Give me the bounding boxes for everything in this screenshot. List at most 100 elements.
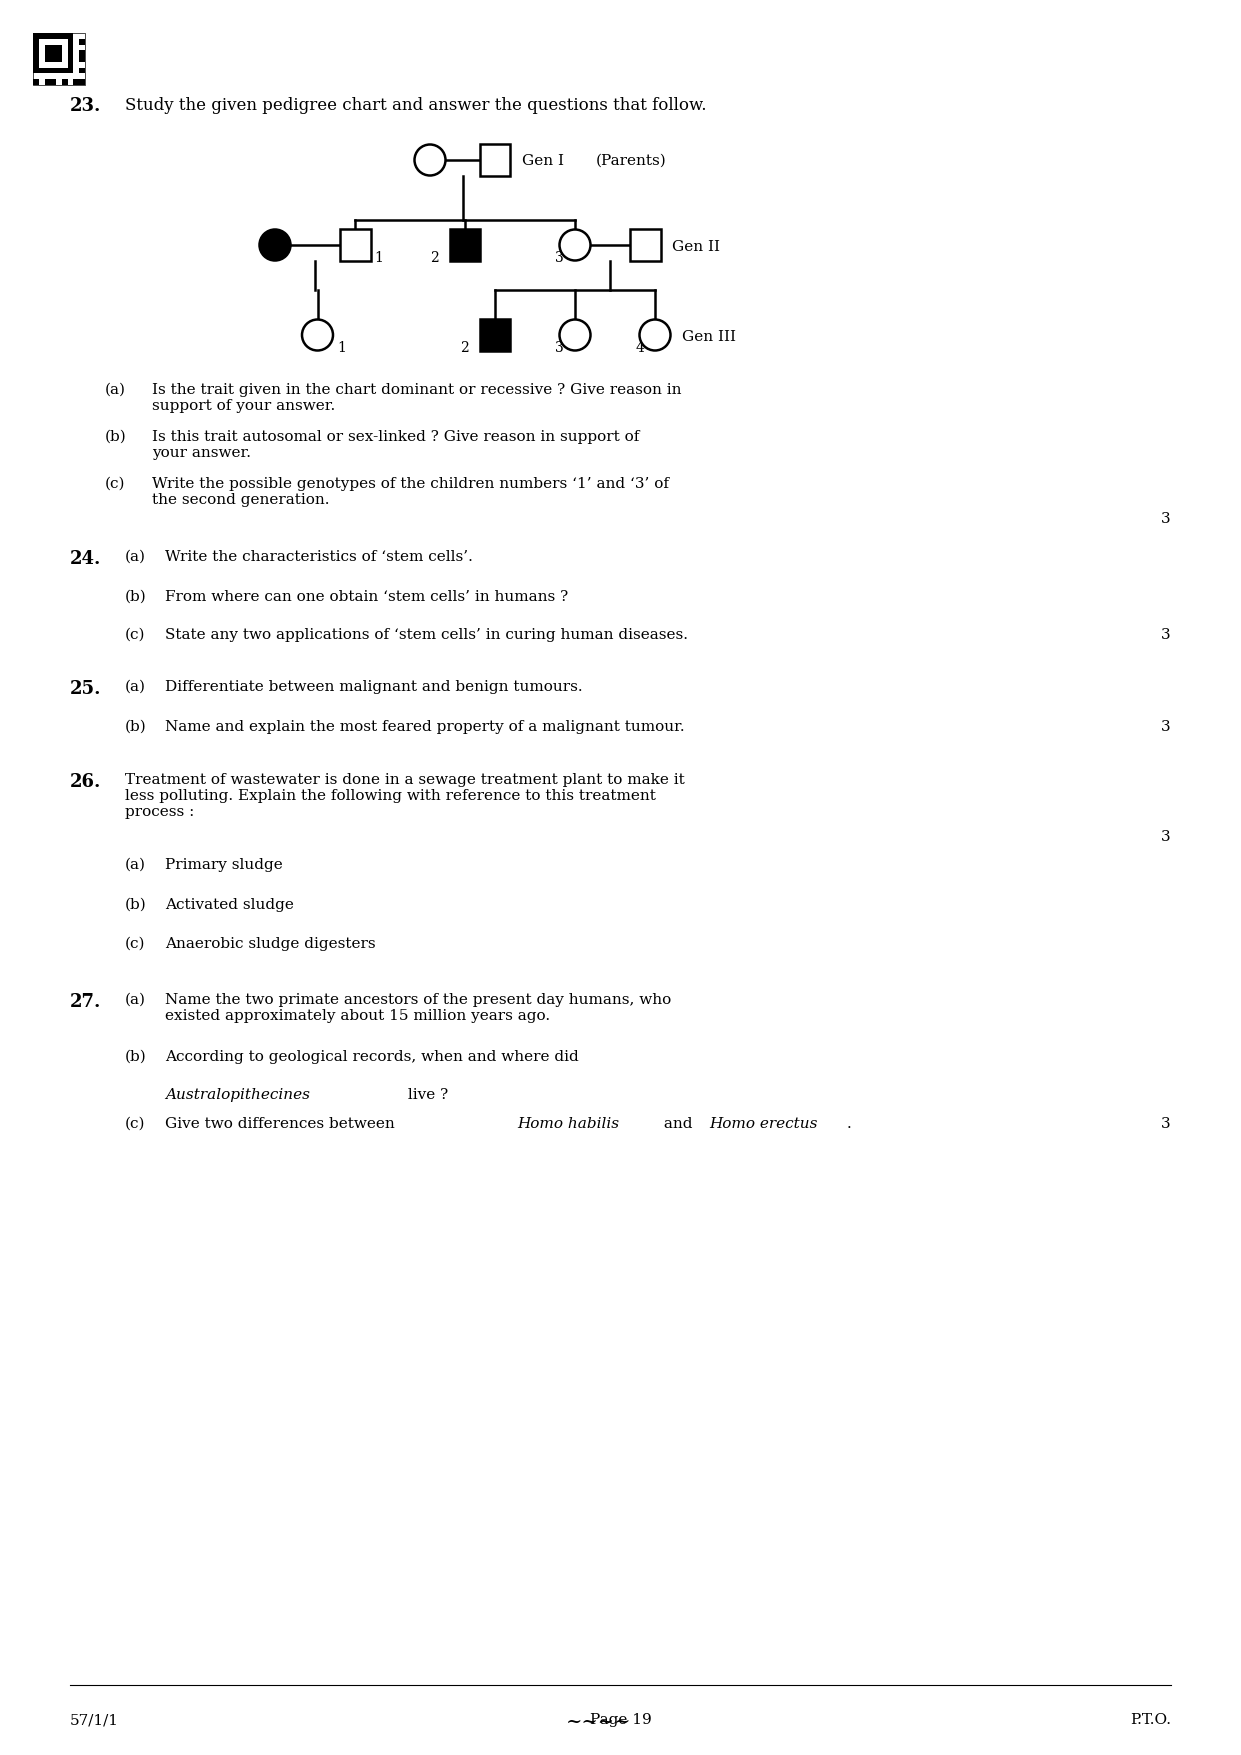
Text: Name and explain the most feared property of a malignant tumour.: Name and explain the most feared propert… <box>165 720 685 734</box>
Text: Activated sludge: Activated sludge <box>165 899 294 913</box>
Bar <box>34 79 38 84</box>
Text: (b): (b) <box>105 430 127 444</box>
Text: (c): (c) <box>125 937 145 951</box>
Bar <box>68 51 73 56</box>
Text: 4: 4 <box>635 340 644 355</box>
Bar <box>45 56 51 61</box>
Text: (b): (b) <box>125 590 146 604</box>
Text: (c): (c) <box>125 628 145 642</box>
Bar <box>62 79 68 84</box>
Text: (b): (b) <box>125 899 146 913</box>
Bar <box>79 56 84 61</box>
Bar <box>34 39 38 44</box>
Bar <box>34 33 38 39</box>
Text: Primary sludge: Primary sludge <box>165 858 283 872</box>
Text: Name the two primate ancestors of the present day humans, who
existed approximat: Name the two primate ancestors of the pr… <box>165 993 671 1023</box>
Bar <box>34 56 38 61</box>
Bar <box>45 79 51 84</box>
Text: 24.: 24. <box>69 549 102 569</box>
Text: ~~~~: ~~~~ <box>566 1713 630 1730</box>
Text: (a): (a) <box>125 549 146 563</box>
Text: (a): (a) <box>125 858 146 872</box>
Text: .: . <box>848 1116 851 1130</box>
Bar <box>38 33 45 39</box>
Bar <box>45 44 51 51</box>
Text: Australopithecines: Australopithecines <box>165 1088 310 1102</box>
Bar <box>68 68 73 74</box>
Text: (a): (a) <box>125 679 146 693</box>
Text: (c): (c) <box>125 1116 145 1130</box>
Bar <box>34 61 38 68</box>
Bar <box>629 230 660 260</box>
Text: 3: 3 <box>1162 720 1172 734</box>
Text: 3: 3 <box>1162 1116 1172 1130</box>
Text: (Parents): (Parents) <box>596 154 666 168</box>
Text: 3: 3 <box>555 251 563 265</box>
Text: (c): (c) <box>105 477 125 491</box>
Text: 26.: 26. <box>69 772 102 792</box>
Text: 23.: 23. <box>69 97 102 116</box>
Bar <box>79 79 84 84</box>
Text: 2: 2 <box>460 340 469 355</box>
Bar <box>479 144 510 176</box>
Bar <box>479 319 510 351</box>
Bar <box>45 68 51 74</box>
Bar <box>79 39 84 44</box>
Circle shape <box>560 319 591 351</box>
Bar <box>62 33 68 39</box>
Text: 1: 1 <box>375 251 383 265</box>
Bar <box>79 68 84 74</box>
Text: From where can one obtain ‘stem cells’ in humans ?: From where can one obtain ‘stem cells’ i… <box>165 590 568 604</box>
Bar <box>51 68 56 74</box>
Text: (b): (b) <box>125 1049 146 1064</box>
Text: Is this trait autosomal or sex-linked ? Give reason in support of
your answer.: Is this trait autosomal or sex-linked ? … <box>151 430 639 460</box>
Text: live ?: live ? <box>403 1088 448 1102</box>
Bar <box>34 68 38 74</box>
Text: Study the given pedigree chart and answer the questions that follow.: Study the given pedigree chart and answe… <box>125 97 706 114</box>
Bar <box>449 230 480 260</box>
Text: 57/1/1: 57/1/1 <box>69 1713 119 1727</box>
Bar <box>79 51 84 56</box>
Bar <box>68 33 73 39</box>
Text: P.T.O.: P.T.O. <box>1131 1713 1172 1727</box>
Text: 3: 3 <box>1162 628 1172 642</box>
Text: Write the possible genotypes of the children numbers ‘1’ and ‘3’ of
the second g: Write the possible genotypes of the chil… <box>151 477 669 507</box>
Bar <box>62 68 68 74</box>
Text: Page 19: Page 19 <box>589 1713 652 1727</box>
Text: (b): (b) <box>125 720 146 734</box>
Text: and: and <box>659 1116 697 1130</box>
Bar <box>68 56 73 61</box>
Text: 1: 1 <box>338 340 346 355</box>
Bar <box>51 79 56 84</box>
Bar <box>68 44 73 51</box>
Text: Homo erectus: Homo erectus <box>709 1116 818 1130</box>
Bar <box>56 33 62 39</box>
Text: State any two applications of ‘stem cells’ in curing human diseases.: State any two applications of ‘stem cell… <box>165 628 688 642</box>
Text: 2: 2 <box>431 251 439 265</box>
Text: Give two differences between: Give two differences between <box>165 1116 400 1130</box>
Text: Gen II: Gen II <box>673 240 721 254</box>
Text: Anaerobic sludge digesters: Anaerobic sludge digesters <box>165 937 376 951</box>
Bar <box>51 51 56 56</box>
Bar <box>51 33 56 39</box>
Bar <box>68 39 73 44</box>
Text: Write the characteristics of ‘stem cells’.: Write the characteristics of ‘stem cells… <box>165 549 473 563</box>
Circle shape <box>414 144 446 176</box>
Bar <box>45 33 51 39</box>
Text: (a): (a) <box>125 993 146 1007</box>
Bar <box>56 44 62 51</box>
Text: 3: 3 <box>1162 512 1172 526</box>
Bar <box>38 68 45 74</box>
Text: 27.: 27. <box>69 993 102 1011</box>
Text: Treatment of wastewater is done in a sewage treatment plant to make it
less poll: Treatment of wastewater is done in a sew… <box>125 772 685 820</box>
Circle shape <box>259 230 290 260</box>
Bar <box>34 44 38 51</box>
Text: 25.: 25. <box>69 679 102 698</box>
Circle shape <box>302 319 333 351</box>
Text: Is the trait given in the chart dominant or recessive ? Give reason in
support o: Is the trait given in the chart dominant… <box>151 383 681 412</box>
Text: 3: 3 <box>1162 830 1172 844</box>
Bar <box>45 51 51 56</box>
Text: (a): (a) <box>105 383 127 397</box>
Bar <box>56 51 62 56</box>
Circle shape <box>639 319 670 351</box>
